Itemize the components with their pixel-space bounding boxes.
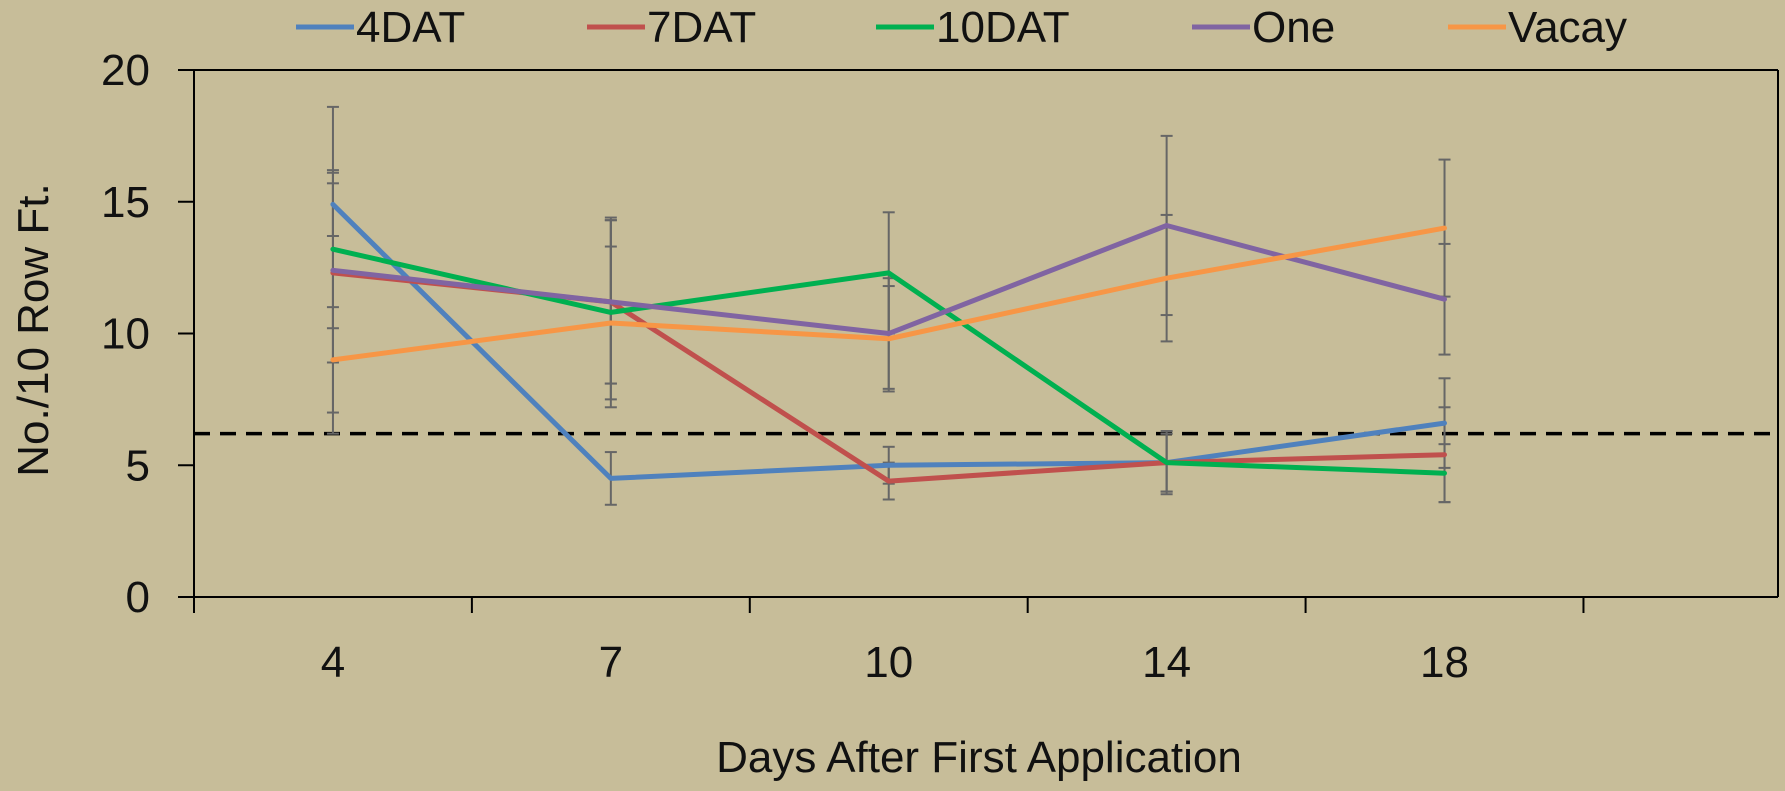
y-tick-label: 10 — [101, 310, 150, 359]
legend: 4DAT 7DAT 10DAT One Vacay — [296, 3, 1627, 52]
legend-label-vacay: Vacay — [1508, 3, 1627, 52]
legend-label-7dat: 7DAT — [647, 3, 756, 52]
y-tick-label: 0 — [126, 573, 150, 622]
y-tick-label: 5 — [126, 441, 150, 490]
x-tick-label: 18 — [1420, 638, 1469, 687]
series-line-vacay — [330, 225, 1447, 363]
legend-label-4dat: 4DAT — [356, 3, 465, 52]
y-tick-label: 20 — [101, 46, 150, 95]
y-axis: 0 5 10 15 20 — [101, 46, 194, 622]
x-tick-label: 7 — [599, 638, 623, 687]
x-tick-label: 4 — [321, 638, 345, 687]
legend-label-10dat: 10DAT — [936, 3, 1070, 52]
legend-label-one: One — [1252, 3, 1335, 52]
x-tick-label: 14 — [1142, 638, 1191, 687]
y-axis-label: No./10 Row Ft. — [9, 183, 58, 476]
x-axis-label: Days After First Application — [716, 733, 1242, 782]
x-tick-label: 10 — [864, 638, 913, 687]
x-axis: 4 7 10 14 18 — [193, 597, 1585, 687]
plot-frame — [193, 69, 1779, 598]
series-line-one — [330, 223, 1447, 336]
series-line-4dat — [330, 201, 1447, 481]
series-layer — [330, 201, 1447, 484]
y-tick-label: 15 — [101, 178, 150, 227]
